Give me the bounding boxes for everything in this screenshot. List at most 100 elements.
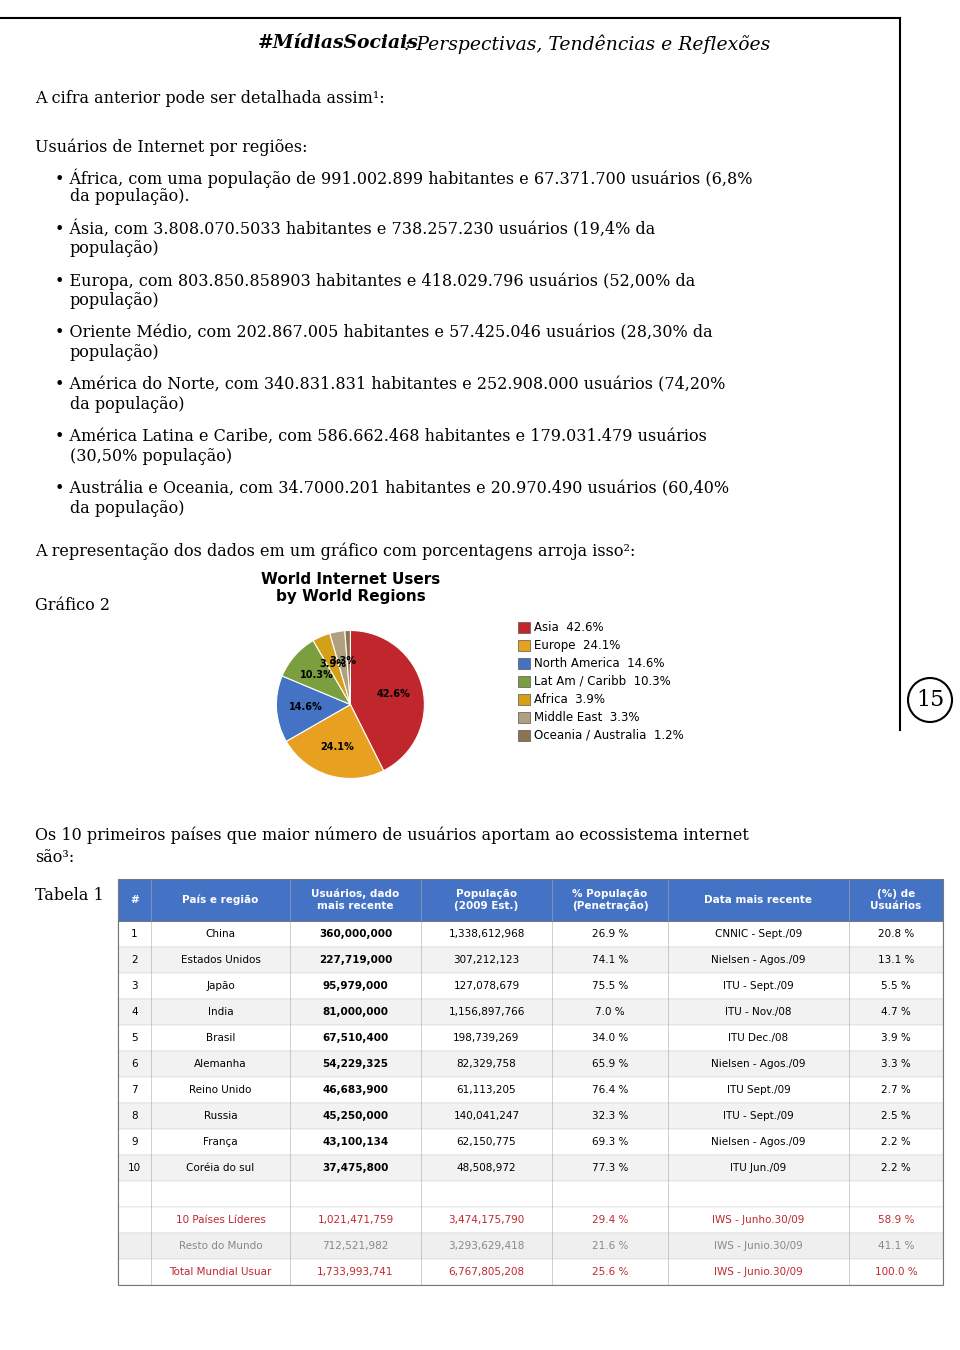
Text: Russia: Russia <box>204 1111 237 1120</box>
Bar <box>518 622 531 633</box>
Bar <box>118 879 943 921</box>
Text: 37,475,800: 37,475,800 <box>323 1162 389 1173</box>
Text: 1: 1 <box>132 929 138 940</box>
Bar <box>518 694 531 705</box>
Text: Middle East  3.3%: Middle East 3.3% <box>535 711 640 724</box>
Text: 2.7 %: 2.7 % <box>881 1085 911 1095</box>
Text: 61,113,205: 61,113,205 <box>457 1085 516 1095</box>
Text: 1,021,471,759: 1,021,471,759 <box>318 1215 394 1224</box>
Text: população): população) <box>70 344 159 360</box>
Text: Gráfico 2: Gráfico 2 <box>35 597 110 614</box>
Text: População
(2009 Est.): População (2009 Est.) <box>454 890 518 911</box>
Text: 76.4 %: 76.4 % <box>591 1085 628 1095</box>
Bar <box>118 879 943 1285</box>
Text: IWS - Junho.30/09: IWS - Junho.30/09 <box>712 1215 804 1224</box>
Bar <box>518 640 531 651</box>
Text: #MídiasSociais: #MídiasSociais <box>258 34 419 53</box>
Text: 25.6 %: 25.6 % <box>591 1268 628 1277</box>
Text: • Europa, com 803.850.858903 habitantes e 418.029.796 usuários (52,00% da: • Europa, com 803.850.858903 habitantes … <box>55 271 695 289</box>
Text: 10.3%: 10.3% <box>300 670 334 680</box>
Text: população): população) <box>70 292 159 309</box>
Text: da população): da população) <box>70 500 184 517</box>
Text: Japão: Japão <box>206 981 235 991</box>
Text: 26.9 %: 26.9 % <box>591 929 628 940</box>
Text: Africa  3.9%: Africa 3.9% <box>535 693 606 706</box>
Text: 198,739,269: 198,739,269 <box>453 1033 519 1044</box>
Text: Total Mundial Usuar: Total Mundial Usuar <box>169 1268 272 1277</box>
Text: 74.1 %: 74.1 % <box>591 954 628 965</box>
Text: Coréia do sul: Coréia do sul <box>186 1162 254 1173</box>
Text: 1,733,993,741: 1,733,993,741 <box>318 1268 394 1277</box>
Text: CNNIC - Sept./09: CNNIC - Sept./09 <box>715 929 803 940</box>
Text: 1,338,612,968: 1,338,612,968 <box>448 929 525 940</box>
Text: Usuários de Internet por regiões:: Usuários de Internet por regiões: <box>35 138 307 155</box>
Text: (%) de
Usuários: (%) de Usuários <box>871 890 922 911</box>
Text: ITU Jun./09: ITU Jun./09 <box>731 1162 786 1173</box>
Text: 48,508,972: 48,508,972 <box>457 1162 516 1173</box>
Wedge shape <box>345 630 350 705</box>
Bar <box>118 1156 943 1181</box>
Bar <box>118 1129 943 1156</box>
Wedge shape <box>282 640 350 705</box>
Text: 34.0 %: 34.0 % <box>592 1033 628 1044</box>
Text: 5.5 %: 5.5 % <box>881 981 911 991</box>
Text: 20.8 %: 20.8 % <box>877 929 914 940</box>
Text: IWS - Junio.30/09: IWS - Junio.30/09 <box>714 1241 803 1251</box>
Text: Nielsen - Agos./09: Nielsen - Agos./09 <box>711 1137 805 1148</box>
Text: 2.2 %: 2.2 % <box>881 1162 911 1173</box>
Text: 15: 15 <box>916 688 944 711</box>
Text: #: # <box>131 895 139 905</box>
Text: Nielsen - Agos./09: Nielsen - Agos./09 <box>711 954 805 965</box>
Wedge shape <box>329 630 350 705</box>
Text: da população): da população) <box>70 396 184 413</box>
Text: • Austrália e Oceania, com 34.7000.201 habitantes e 20.970.490 usuários (60,40%: • Austrália e Oceania, com 34.7000.201 h… <box>55 481 730 497</box>
Wedge shape <box>286 705 384 779</box>
Bar <box>118 1103 943 1129</box>
Bar <box>118 1025 943 1052</box>
Text: IWS - Junio.30/09: IWS - Junio.30/09 <box>714 1268 803 1277</box>
Text: 307,212,123: 307,212,123 <box>453 954 519 965</box>
Text: • América Latina e Caribe, com 586.662.468 habitantes e 179.031.479 usuários: • América Latina e Caribe, com 586.662.4… <box>55 428 707 446</box>
Bar <box>518 676 531 687</box>
Bar <box>518 730 531 741</box>
Text: 4.7 %: 4.7 % <box>881 1007 911 1017</box>
Text: 5: 5 <box>132 1033 138 1044</box>
Bar <box>118 1233 943 1260</box>
Text: 3,293,629,418: 3,293,629,418 <box>448 1241 525 1251</box>
Text: 69.3 %: 69.3 % <box>591 1137 628 1148</box>
Text: (30,50% população): (30,50% população) <box>70 448 232 464</box>
Text: Brasil: Brasil <box>205 1033 235 1044</box>
Text: 13.1 %: 13.1 % <box>877 954 914 965</box>
Text: Data mais recente: Data mais recente <box>705 895 812 905</box>
Text: da população).: da população). <box>70 188 190 205</box>
Text: Usuários, dado
mais recente: Usuários, dado mais recente <box>311 888 399 911</box>
Text: Resto do Mundo: Resto do Mundo <box>179 1241 262 1251</box>
Text: 360,000,000: 360,000,000 <box>319 929 392 940</box>
Text: 46,683,900: 46,683,900 <box>323 1085 389 1095</box>
Bar <box>118 1181 943 1207</box>
Text: população): população) <box>70 240 159 256</box>
Text: % População
(Penetração): % População (Penetração) <box>572 890 648 911</box>
Text: Nielsen - Agos./09: Nielsen - Agos./09 <box>711 1058 805 1069</box>
Text: • Ásia, com 3.808.070.5033 habitantes e 738.257.230 usuários (19,4% da: • Ásia, com 3.808.070.5033 habitantes e … <box>55 220 656 238</box>
Text: ITU Sept./09: ITU Sept./09 <box>727 1085 790 1095</box>
Text: 127,078,679: 127,078,679 <box>453 981 519 991</box>
Text: India: India <box>207 1007 233 1017</box>
Text: Estados Unidos: Estados Unidos <box>180 954 260 965</box>
Bar <box>118 973 943 999</box>
Text: • África, com uma população de 991.002.899 habitantes e 67.371.700 usuários (6,8: • África, com uma população de 991.002.8… <box>55 167 753 188</box>
Text: 3.9%: 3.9% <box>320 659 347 668</box>
Text: • Oriente Médio, com 202.867.005 habitantes e 57.425.046 usuários (28,30% da: • Oriente Médio, com 202.867.005 habitan… <box>55 324 712 342</box>
Text: 6,767,805,208: 6,767,805,208 <box>448 1268 524 1277</box>
Text: 7: 7 <box>132 1085 138 1095</box>
Text: 3,474,175,790: 3,474,175,790 <box>448 1215 524 1224</box>
Text: 3.3%: 3.3% <box>329 656 356 666</box>
Text: 140,041,247: 140,041,247 <box>453 1111 519 1120</box>
Bar <box>118 1077 943 1103</box>
Text: 58.9 %: 58.9 % <box>877 1215 914 1224</box>
Wedge shape <box>276 676 350 741</box>
Text: 45,250,000: 45,250,000 <box>323 1111 389 1120</box>
Text: 2: 2 <box>132 954 138 965</box>
Text: 14.6%: 14.6% <box>289 702 323 713</box>
Wedge shape <box>313 633 350 705</box>
